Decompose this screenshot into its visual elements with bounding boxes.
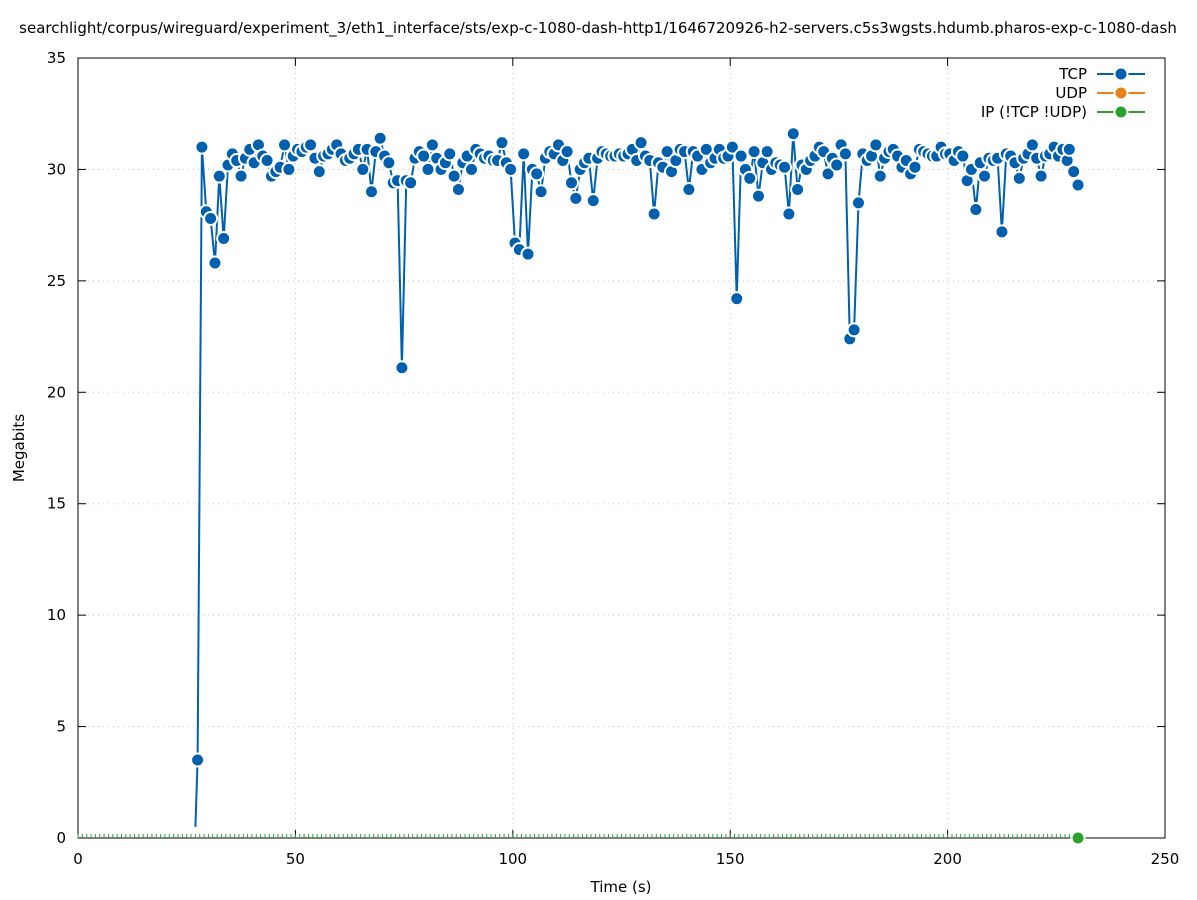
y-tick-label: 0 — [56, 829, 66, 847]
data-point — [203, 210, 219, 226]
y-axis-label: Megabits — [10, 414, 28, 482]
data-point — [559, 144, 575, 160]
data-point — [850, 195, 866, 211]
data-point — [381, 155, 397, 171]
data-point — [277, 137, 293, 153]
data-point — [416, 148, 432, 164]
data-point — [872, 168, 888, 184]
data-point — [1066, 164, 1082, 180]
data-point — [303, 137, 319, 153]
data-point — [194, 139, 210, 155]
data-point — [372, 130, 388, 146]
data-point — [568, 190, 584, 206]
data-point — [503, 161, 519, 177]
data-point — [533, 184, 549, 200]
data-point — [394, 360, 410, 376]
data-point — [1011, 170, 1027, 186]
data-point — [955, 148, 971, 164]
x-axis: 0 50 100 150 200 250 — [73, 58, 1179, 868]
y-tick-label: 25 — [47, 272, 66, 290]
data-point — [633, 135, 649, 151]
y-axis: 0 5 10 15 20 25 30 35 — [47, 49, 1165, 847]
legend-marker — [1113, 85, 1129, 101]
x-tick-label: 200 — [933, 850, 962, 868]
legend-marker — [1113, 104, 1129, 120]
data-point — [442, 146, 458, 162]
data-point — [1070, 177, 1086, 193]
x-tick-label: 250 — [1151, 850, 1180, 868]
data-point — [363, 184, 379, 200]
data-point — [463, 161, 479, 177]
data-point — [207, 255, 223, 271]
data-point — [1070, 830, 1086, 846]
x-tick-label: 150 — [716, 850, 745, 868]
data-point — [494, 135, 510, 151]
data-point — [1024, 137, 1040, 153]
y-tick-label: 20 — [47, 383, 66, 401]
y-tick-label: 35 — [47, 49, 66, 67]
data-point — [777, 159, 793, 175]
data-point — [420, 161, 436, 177]
data-point — [724, 139, 740, 155]
data-point — [259, 153, 275, 169]
data-point — [424, 137, 440, 153]
data-point — [994, 224, 1010, 240]
data-point — [446, 168, 462, 184]
data-point — [846, 322, 862, 338]
data-point — [646, 206, 662, 222]
data-point — [790, 181, 806, 197]
data-point — [977, 168, 993, 184]
data-point — [733, 148, 749, 164]
data-point — [520, 246, 536, 262]
data-point — [403, 175, 419, 191]
data-point — [968, 202, 984, 218]
x-tick-label: 50 — [286, 850, 305, 868]
legend-marker — [1113, 66, 1129, 82]
data-point — [516, 146, 532, 162]
data-point — [750, 188, 766, 204]
x-axis-label: Time (s) — [590, 878, 652, 896]
data-point — [216, 231, 232, 247]
x-tick-label: 0 — [73, 850, 83, 868]
data-point — [729, 291, 745, 307]
data-point — [190, 752, 206, 768]
y-tick-label: 5 — [56, 718, 66, 736]
data-point — [781, 206, 797, 222]
data-point — [585, 193, 601, 209]
data-point — [746, 144, 762, 160]
legend-label: UDP — [1055, 84, 1087, 102]
data-point — [759, 144, 775, 160]
data-point — [785, 126, 801, 142]
y-tick-label: 10 — [47, 606, 66, 624]
data-point — [529, 166, 545, 182]
legend-label: IP (!TCP !UDP) — [981, 103, 1087, 121]
data-point — [450, 181, 466, 197]
data-point — [311, 164, 327, 180]
data-point — [281, 161, 297, 177]
data-point — [837, 146, 853, 162]
data-point — [1033, 168, 1049, 184]
series-layer — [190, 126, 1086, 846]
data-point — [907, 159, 923, 175]
series-line-0 — [194, 133, 1079, 827]
data-point — [233, 168, 249, 184]
y-tick-label: 15 — [47, 495, 66, 513]
minor-ticks — [77, 834, 1075, 838]
data-point — [211, 168, 227, 184]
legend-label: TCP — [1058, 65, 1087, 83]
data-point — [820, 166, 836, 182]
data-point — [868, 137, 884, 153]
data-point — [1061, 141, 1077, 157]
data-point — [563, 175, 579, 191]
data-point — [355, 161, 371, 177]
y-tick-label: 30 — [47, 160, 66, 178]
x-tick-label: 100 — [498, 850, 527, 868]
data-point — [829, 157, 845, 173]
data-point — [681, 181, 697, 197]
data-point — [742, 170, 758, 186]
chart-title: searchlight/corpus/wireguard/experiment_… — [19, 19, 1177, 38]
